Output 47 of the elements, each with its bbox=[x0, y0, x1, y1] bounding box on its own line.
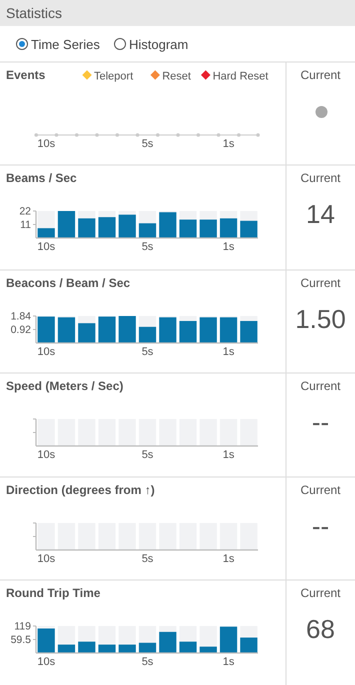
text: Current bbox=[300, 379, 342, 393]
text: Histogram bbox=[129, 37, 188, 52]
x-tick-label: 10s bbox=[37, 656, 56, 668]
text: Current bbox=[300, 483, 342, 497]
text: Current bbox=[300, 68, 342, 82]
category-label: 1s bbox=[222, 138, 235, 150]
text: 68 bbox=[306, 614, 335, 644]
category-label: 5s bbox=[142, 553, 154, 565]
x-tick-label: 5s bbox=[142, 346, 154, 358]
chart-title: Beams / Sec bbox=[6, 171, 78, 185]
category-label: 1s bbox=[222, 553, 235, 565]
category-label: 5s bbox=[142, 449, 154, 461]
text: Current bbox=[300, 276, 342, 290]
text: Events bbox=[6, 68, 46, 82]
x-tick-label: 10s bbox=[37, 346, 56, 358]
x-tick-label: 5s bbox=[142, 241, 154, 253]
x-tick-label: 1s bbox=[222, 656, 235, 668]
y-tick-label: 11 bbox=[20, 219, 32, 231]
text: Statistics bbox=[6, 5, 62, 21]
text: Current bbox=[300, 586, 342, 600]
x-tick-label: 1s bbox=[222, 346, 235, 358]
chart-title: Round Trip Time bbox=[6, 586, 101, 600]
x-tick-label: 10s bbox=[37, 241, 56, 253]
text: Speed (Meters / Sec) bbox=[6, 379, 124, 393]
text: Time Series bbox=[31, 37, 100, 52]
x-tick-label: 5s bbox=[142, 656, 154, 668]
category-label: 10s bbox=[37, 553, 56, 565]
category-label: 5s bbox=[142, 138, 154, 150]
category-label: 1s bbox=[222, 449, 235, 461]
category-label: 10s bbox=[37, 138, 56, 150]
text: 1.50 bbox=[295, 304, 346, 334]
y-tick-label: 1.84 bbox=[10, 310, 32, 322]
text: Direction (degrees from ↑) bbox=[6, 483, 155, 497]
legend-label: Reset bbox=[162, 70, 191, 82]
text: -- bbox=[312, 407, 330, 437]
y-tick-label: 119 bbox=[14, 620, 32, 632]
y-tick-label: 59.5 bbox=[10, 634, 32, 646]
text: -- bbox=[312, 511, 330, 541]
legend-label: Teleport bbox=[94, 70, 134, 82]
y-tick-label: 0.92 bbox=[10, 324, 32, 336]
chart-title: Beacons / Beam / Sec bbox=[6, 276, 130, 290]
text: Current bbox=[300, 171, 342, 185]
x-tick-label: 1s bbox=[222, 241, 235, 253]
category-label: 10s bbox=[37, 449, 56, 461]
text: 14 bbox=[306, 199, 335, 229]
legend-label: Hard Reset bbox=[212, 70, 268, 82]
y-tick-label: 22 bbox=[19, 206, 32, 218]
